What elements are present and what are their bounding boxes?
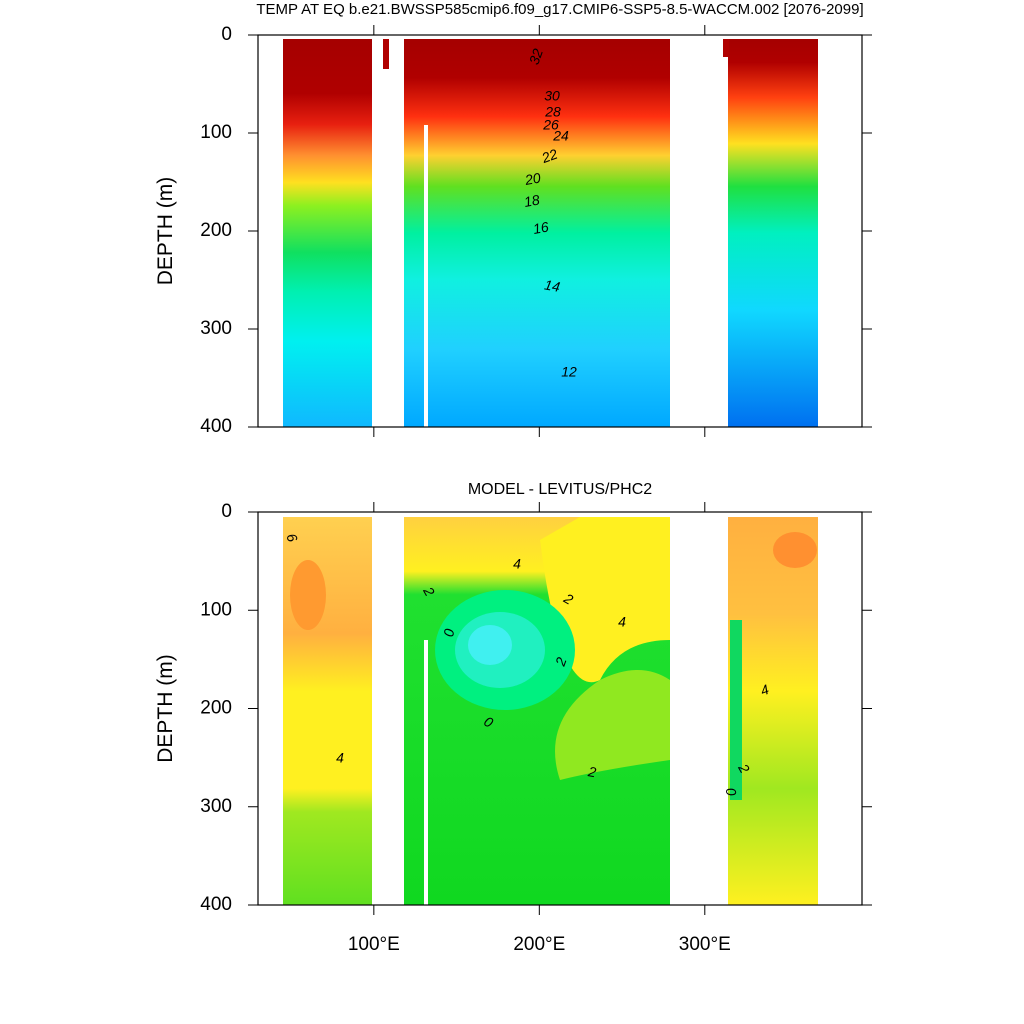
contour-label: 22 [539,146,560,167]
contour-label: 26 [542,117,559,133]
contour-label: 4 [336,750,344,766]
contour-label: 30 [544,88,560,104]
y-axis-label: DEPTH (m) [154,177,177,286]
field [283,39,818,905]
x-tick-label: 200°E [513,934,565,955]
y-tick-label: 100 [200,122,232,143]
contour-label: 0 [440,627,457,638]
y-tick-label: 100 [200,599,232,620]
y-tick-label: 300 [200,796,232,817]
contour-label: 20 [523,169,542,188]
contour-label: 32 [526,46,546,66]
y-tick-label: 300 [200,318,232,339]
y-tick-label: 400 [200,416,232,437]
y-axis-label: DEPTH (m) [154,654,177,763]
contour-label: 2 [586,763,598,780]
y-tick-label: 0 [221,24,232,45]
contour-label: 16 [532,218,550,236]
y-tick-label: 200 [200,220,232,241]
contour-label: 24 [552,128,569,144]
x-tick-label: 300°E [679,934,731,955]
contour-label: 14 [543,276,561,294]
y-tick-label: 200 [200,698,232,719]
x-tick-label: 100°E [348,934,400,955]
y-tick-label: 400 [200,894,232,915]
contour-label: 4 [618,614,626,630]
contour-label: 0 [723,787,740,798]
chart-title: MODEL - LEVITUS/PHC2 [468,481,652,498]
contour-label: 4 [513,556,521,572]
chart-title: TEMP AT EQ b.e21.BWSSP585cmip6.f09_g17.C… [256,1,863,18]
contour-label: 18 [523,191,541,209]
contour-label: 28 [544,104,561,120]
contour-label: 12 [561,364,577,380]
y-tick-label: 0 [221,501,232,522]
